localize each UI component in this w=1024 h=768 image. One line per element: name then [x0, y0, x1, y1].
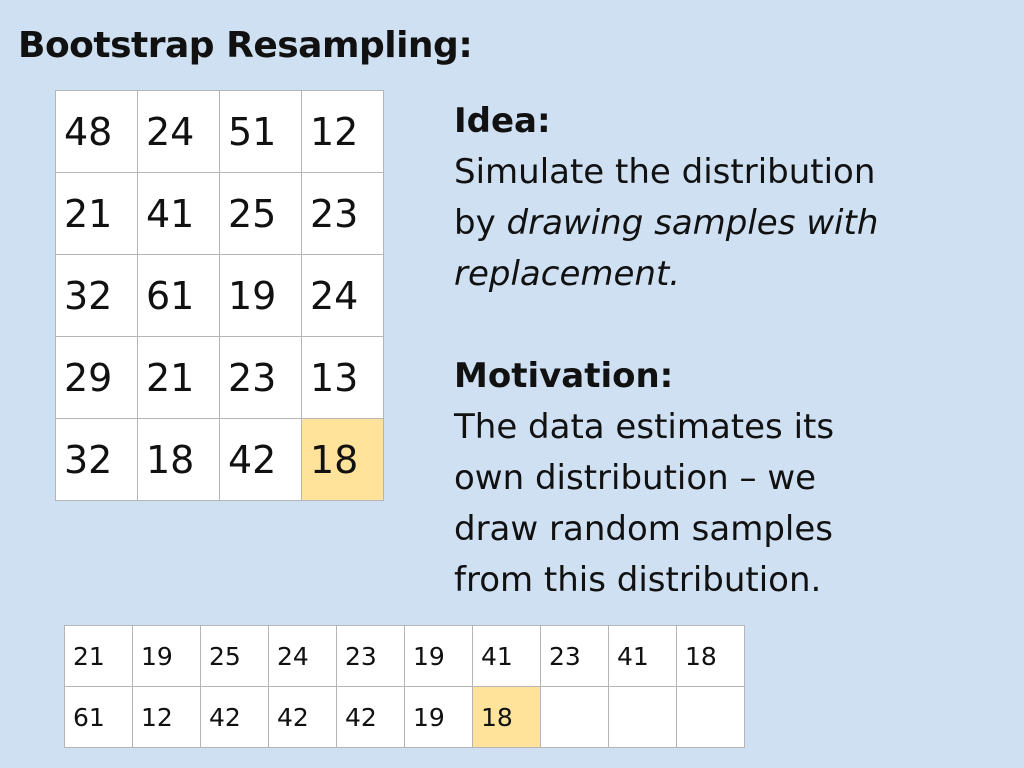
- empty-sample-cell: [608, 686, 677, 748]
- data-cell: 12: [301, 90, 384, 173]
- idea-line: by drawing samples with: [454, 198, 994, 249]
- sample-cell: 19: [404, 625, 473, 687]
- table-row: 29 21 23 13: [55, 336, 384, 419]
- data-cell: 23: [301, 172, 384, 255]
- explanation-text: Idea: Simulate the distribution by drawi…: [454, 96, 994, 606]
- motivation-line: own distribution – we: [454, 458, 817, 498]
- sample-cell: 42: [268, 686, 337, 748]
- sample-cell: 23: [540, 625, 609, 687]
- data-cell: 13: [301, 336, 384, 419]
- idea-heading: Idea:: [454, 101, 551, 141]
- data-cell: 24: [301, 254, 384, 337]
- data-cell: 21: [55, 172, 138, 255]
- highlighted-sample-cell: 18: [472, 686, 541, 748]
- table-row: 48 24 51 12: [55, 90, 384, 173]
- sample-cell: 19: [132, 625, 201, 687]
- sample-cell: 41: [472, 625, 541, 687]
- empty-sample-cell: [676, 686, 745, 748]
- table-row: 61 12 42 42 42 19 18: [64, 686, 745, 748]
- data-cell: 41: [137, 172, 220, 255]
- data-cell: 61: [137, 254, 220, 337]
- idea-text: by: [454, 203, 507, 243]
- sample-cell: 24: [268, 625, 337, 687]
- sample-cell: 18: [676, 625, 745, 687]
- motivation-line: draw random samples: [454, 509, 834, 549]
- idea-line: Simulate the distribution: [454, 152, 876, 192]
- bootstrap-sample-table: 21 19 25 24 23 19 41 23 41 18 61 12 42 4…: [64, 625, 745, 748]
- original-data-table: 48 24 51 12 21 41 25 23 32 61 19 24 29 2…: [55, 90, 384, 501]
- table-row: 32 18 42 18: [55, 418, 384, 501]
- sample-cell: 25: [200, 625, 269, 687]
- idea-emphasis: replacement.: [454, 254, 681, 294]
- sample-cell: 19: [404, 686, 473, 748]
- slide-title: Bootstrap Resampling:: [18, 25, 473, 66]
- sample-cell: 42: [336, 686, 405, 748]
- sample-cell: 41: [608, 625, 677, 687]
- data-cell: 51: [219, 90, 302, 173]
- sample-cell: 21: [64, 625, 133, 687]
- table-row: 32 61 19 24: [55, 254, 384, 337]
- idea-line: replacement.: [454, 249, 994, 300]
- idea-emphasis: drawing samples with: [506, 203, 879, 243]
- motivation-line: from this distribution.: [454, 560, 822, 600]
- data-cell: 32: [55, 418, 138, 501]
- data-cell: 24: [137, 90, 220, 173]
- data-cell: 23: [219, 336, 302, 419]
- motivation-line: The data estimates its: [454, 407, 835, 447]
- motivation-heading: Motivation:: [454, 356, 674, 396]
- data-cell: 21: [137, 336, 220, 419]
- data-cell: 19: [219, 254, 302, 337]
- empty-sample-cell: [540, 686, 609, 748]
- data-cell: 25: [219, 172, 302, 255]
- highlighted-data-cell: 18: [301, 418, 384, 501]
- data-cell: 29: [55, 336, 138, 419]
- table-row: 21 41 25 23: [55, 172, 384, 255]
- data-cell: 48: [55, 90, 138, 173]
- data-cell: 32: [55, 254, 138, 337]
- sample-cell: 42: [200, 686, 269, 748]
- sample-cell: 23: [336, 625, 405, 687]
- table-row: 21 19 25 24 23 19 41 23 41 18: [64, 625, 745, 687]
- sample-cell: 61: [64, 686, 133, 748]
- sample-cell: 12: [132, 686, 201, 748]
- paragraph-spacer: [454, 300, 994, 351]
- data-cell: 42: [219, 418, 302, 501]
- data-cell: 18: [137, 418, 220, 501]
